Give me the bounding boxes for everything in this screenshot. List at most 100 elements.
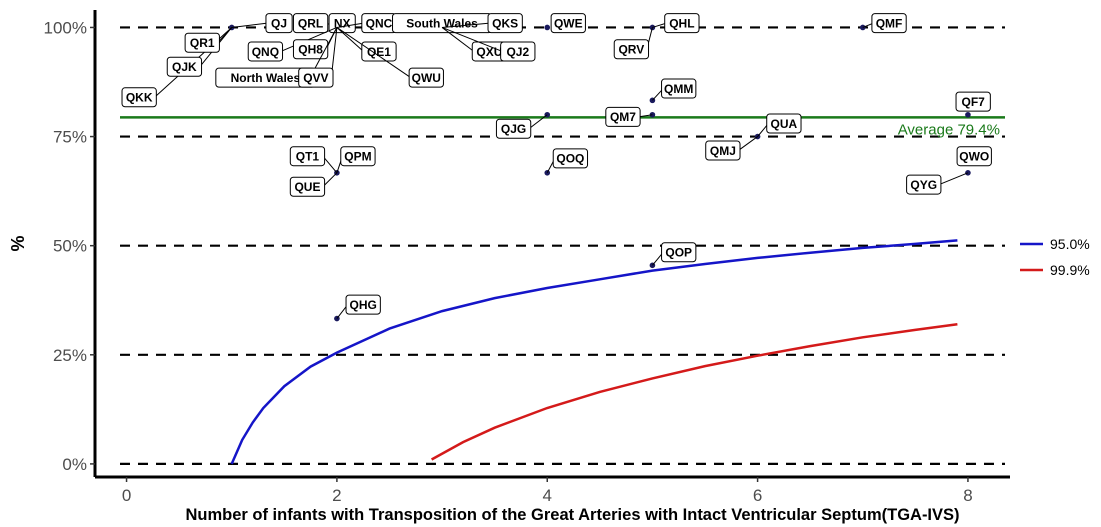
- label-box: [247, 41, 284, 62]
- label-box: [605, 106, 641, 127]
- label-box: [292, 39, 329, 60]
- label-leader: [442, 22, 490, 28]
- point-label: North Wales: [215, 27, 338, 88]
- label-text: QHL: [669, 16, 694, 30]
- label-text: QWE: [554, 16, 583, 30]
- label-leader: [638, 114, 653, 118]
- x-tick-label: 2: [332, 486, 341, 505]
- label-leader: [231, 22, 268, 28]
- label-box: [408, 67, 444, 88]
- label-box: [495, 118, 532, 139]
- point-label: QHG: [336, 294, 381, 319]
- control-limit-curves: [230, 239, 958, 465]
- label-leader: [217, 27, 233, 44]
- point-label: QPM: [336, 146, 376, 173]
- label-text: QJG: [501, 122, 526, 136]
- point-label: QJ: [231, 13, 293, 34]
- point-label: QR1: [184, 27, 233, 53]
- label-text: QT1: [296, 150, 320, 164]
- label-box: [298, 67, 334, 88]
- label-text: QNQ: [252, 45, 279, 59]
- label-box: [361, 41, 397, 62]
- label-box: [340, 146, 376, 167]
- label-box: [766, 113, 802, 134]
- y-tick-label: 100%: [44, 18, 87, 37]
- label-text: QWO: [959, 150, 989, 164]
- label-text: QH8: [298, 43, 323, 57]
- label-text: QR1: [190, 36, 215, 50]
- label-box: [552, 148, 589, 169]
- label-leader: [322, 155, 338, 174]
- axes: [93, 10, 1010, 479]
- point-label: QM7: [605, 106, 653, 127]
- label-text: QUE: [294, 180, 320, 194]
- x-tick-label: 0: [122, 486, 131, 505]
- label-text: QRV: [618, 43, 644, 57]
- label-text: South Wales: [406, 16, 478, 30]
- legend-label: 99.9%: [1050, 262, 1090, 278]
- label-text: QXU: [476, 45, 502, 59]
- label-text: QOQ: [556, 152, 584, 166]
- label-box: [500, 41, 536, 62]
- label-text: QMM: [664, 82, 693, 96]
- x-tick-label: 6: [753, 486, 762, 505]
- label-box: [613, 39, 650, 60]
- point-label: QYG: [906, 172, 969, 195]
- label-box: [265, 13, 293, 34]
- y-tick-label: 0%: [62, 455, 87, 474]
- label-box: [550, 13, 586, 34]
- point-label: QE1: [336, 27, 397, 62]
- y-tick-label: 50%: [53, 237, 87, 256]
- x-tick-label: 8: [963, 486, 972, 505]
- label-text: QVV: [303, 71, 328, 85]
- point-label: QWU: [336, 27, 444, 88]
- label-leader: [738, 136, 758, 151]
- label-leader: [939, 172, 969, 186]
- x-axis-ticks: 0 2 4 6 8: [122, 477, 973, 505]
- label-text: QJ2: [506, 45, 529, 59]
- point-label: QRV: [613, 27, 653, 60]
- limit-curve-999: [430, 322, 958, 461]
- limit-curve-950: [230, 239, 958, 465]
- y-tick-label: 75%: [53, 128, 87, 147]
- point-label: QT1: [289, 146, 338, 174]
- label-leader: [336, 27, 364, 52]
- point-labels: QKK QJK QR1 QJ QRL NX QNC QNQ QH8 North Wales QVV Q…: [121, 13, 992, 319]
- point-label: QNC: [336, 13, 397, 34]
- point-label: QMM: [652, 78, 697, 101]
- label-leader: [441, 27, 475, 52]
- label-text: QKS: [492, 16, 518, 30]
- point-label: QKS: [442, 13, 523, 34]
- legend-label: 95.0%: [1050, 236, 1090, 252]
- point-label: QUA: [757, 113, 802, 137]
- point-label: QNQ: [247, 26, 338, 62]
- label-box: [871, 13, 907, 34]
- label-box: [906, 174, 942, 195]
- label-leader: [441, 26, 503, 52]
- point-label: QUE: [289, 172, 338, 197]
- data-point: [965, 111, 971, 118]
- point-label: QWE: [550, 13, 586, 34]
- label-text: QKK: [126, 91, 153, 105]
- label-text: QHG: [350, 298, 377, 312]
- point-label: QVV: [298, 27, 338, 88]
- label-leader: [652, 22, 667, 28]
- label-text: QM7: [610, 110, 636, 124]
- x-tick-label: 4: [543, 486, 552, 505]
- label-text: QF7: [962, 95, 986, 109]
- label-text: QMF: [876, 16, 903, 30]
- y-tick-label: 25%: [53, 346, 87, 365]
- label-box: [184, 32, 220, 53]
- label-leader: [528, 114, 548, 130]
- point-label: QMJ: [705, 136, 758, 161]
- label-box: [345, 294, 381, 315]
- label-text: QWU: [412, 71, 441, 85]
- point-label: QHL: [652, 13, 700, 34]
- legend-item: 95.0%: [1020, 236, 1090, 252]
- point-label: NX: [328, 13, 356, 34]
- label-box: [166, 56, 203, 77]
- point-label: QF7: [955, 91, 991, 112]
- label-box: [705, 140, 741, 161]
- label-leader: [336, 22, 364, 28]
